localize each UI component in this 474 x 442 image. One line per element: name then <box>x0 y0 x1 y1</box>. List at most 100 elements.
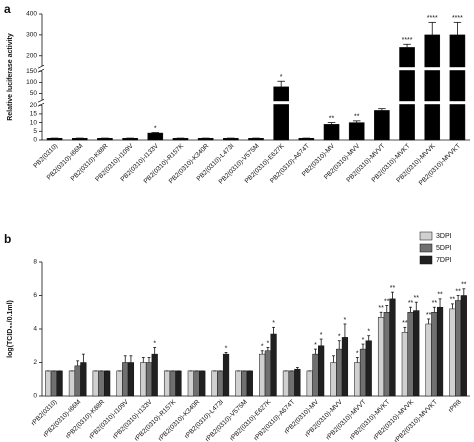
bar <box>104 370 111 397</box>
bar <box>197 138 214 141</box>
significance-label: ** <box>390 285 396 292</box>
x-tick-label: rPB2(0310)-K340R <box>157 398 201 442</box>
x-tick-label: rPB2(0310)-E627K <box>229 398 273 442</box>
y-tick-label: 2 <box>33 359 37 366</box>
y-tick-label: 8 <box>33 259 37 266</box>
bar <box>431 312 438 397</box>
bar <box>163 370 171 397</box>
bar <box>140 362 147 397</box>
significance-label: ** <box>378 305 384 312</box>
bar <box>455 300 462 397</box>
x-tick-label: rPB2(0310)-R157K <box>133 398 178 442</box>
bar <box>318 345 325 397</box>
significance-label: * <box>362 337 365 344</box>
bar <box>147 132 164 141</box>
legend-label: 3DPI <box>436 233 452 240</box>
axis-break <box>38 67 470 71</box>
significance-label: **** <box>427 15 438 22</box>
bar <box>336 348 343 397</box>
significance-label: * <box>261 344 264 351</box>
significance-label: ** <box>414 295 420 302</box>
significance-label: * <box>338 334 341 341</box>
bar <box>175 370 182 397</box>
significance-label: * <box>320 332 323 339</box>
y-axis-title: Relative luciferase activity <box>7 33 14 121</box>
significance-label: * <box>280 74 283 81</box>
bar <box>98 370 105 397</box>
significance-label: ** <box>455 288 461 295</box>
significance-label: * <box>356 350 359 357</box>
bar <box>425 323 432 397</box>
bar <box>241 370 248 397</box>
x-tick-label: rPB2(0310)-A674T <box>253 399 297 442</box>
bar <box>74 365 81 397</box>
significance-label: ** <box>354 114 360 121</box>
bar <box>270 333 277 397</box>
legend-label: 7DPI <box>436 257 452 264</box>
significance-label: * <box>154 125 157 132</box>
bar <box>211 370 218 397</box>
bar <box>259 353 266 397</box>
bar <box>323 124 340 141</box>
bar <box>151 353 158 397</box>
break-mark <box>37 98 45 103</box>
bar <box>222 353 230 397</box>
y-tick-label: 10 <box>30 119 38 126</box>
axis-break <box>38 101 470 105</box>
significance-label: **** <box>452 15 463 22</box>
bar <box>248 138 264 141</box>
legend-label: 5DPI <box>436 245 452 252</box>
bar <box>80 362 87 397</box>
legend-swatch <box>419 231 433 241</box>
bar <box>217 370 224 397</box>
y-tick-label: 4 <box>33 326 37 333</box>
break-mark <box>37 102 45 107</box>
y-tick-label: 0 <box>33 137 37 144</box>
bar <box>122 362 129 397</box>
y-tick-label: 5 <box>33 128 37 135</box>
bar <box>122 138 138 141</box>
bar <box>56 370 63 397</box>
bar <box>312 353 319 397</box>
significance-label: ** <box>426 312 432 319</box>
bar <box>92 370 99 397</box>
bar <box>127 362 135 397</box>
bar <box>436 306 444 397</box>
bar <box>306 370 313 397</box>
bar <box>359 348 367 397</box>
y-tick-label: 150 <box>26 68 37 75</box>
significance-label: * <box>225 345 228 352</box>
y-tick-label: 6 <box>33 292 37 299</box>
bar <box>330 362 337 397</box>
significance-label: * <box>367 329 370 336</box>
significance-label: ** <box>437 292 443 299</box>
bar <box>145 362 153 397</box>
legend-swatch <box>419 255 433 265</box>
bar <box>341 337 349 397</box>
bar <box>246 370 253 397</box>
y-tick-label: 100 <box>26 79 37 86</box>
bar <box>383 312 390 397</box>
y-axis-title: log(TCID₅₀/0.1ml) <box>7 300 14 358</box>
y-tick-label: 0 <box>33 393 37 400</box>
bar <box>68 370 76 397</box>
break-mark <box>37 64 45 69</box>
bar <box>449 308 456 397</box>
bar <box>264 350 271 397</box>
x-tick-label: rPR8 <box>447 398 463 414</box>
bar <box>365 340 372 397</box>
significance-label: ** <box>450 297 456 304</box>
significance-label: **** <box>402 37 413 44</box>
bar <box>288 370 295 397</box>
bar <box>377 317 385 397</box>
x-tick-label: rPB2(0310)-MVVKT <box>393 399 439 442</box>
break-mark <box>37 68 45 73</box>
significance-label: ** <box>384 298 390 305</box>
significance-label: * <box>267 340 270 347</box>
bar <box>71 138 88 141</box>
significance-label: *** <box>378 102 386 109</box>
bar <box>199 370 206 397</box>
bar <box>389 298 396 397</box>
bar <box>235 370 242 397</box>
legend-swatch <box>419 243 433 253</box>
